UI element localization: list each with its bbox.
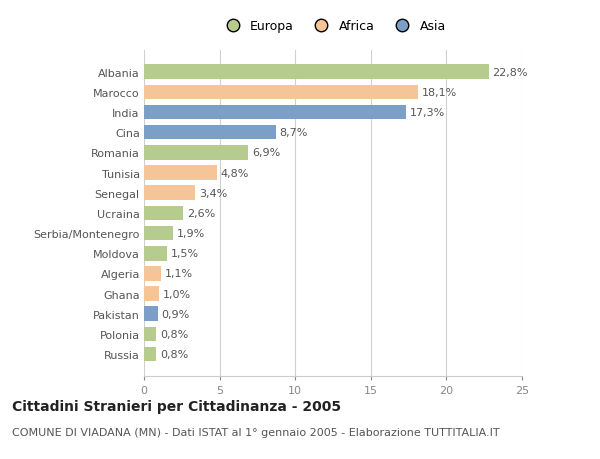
Text: Cittadini Stranieri per Cittadinanza - 2005: Cittadini Stranieri per Cittadinanza - 2… [12, 399, 341, 413]
Text: 0,9%: 0,9% [161, 309, 190, 319]
Bar [144, 327, 156, 341]
Bar [144, 347, 156, 362]
Text: 8,7%: 8,7% [280, 128, 308, 138]
Text: 2,6%: 2,6% [187, 208, 215, 218]
Bar [144, 106, 406, 120]
Bar [144, 126, 275, 140]
Text: 1,1%: 1,1% [164, 269, 193, 279]
Bar [144, 166, 217, 180]
Text: 4,8%: 4,8% [220, 168, 249, 178]
Text: 1,0%: 1,0% [163, 289, 191, 299]
Text: 1,5%: 1,5% [170, 249, 199, 259]
Bar [144, 287, 159, 301]
Text: 18,1%: 18,1% [421, 88, 457, 98]
Bar [144, 65, 489, 80]
Bar [144, 206, 184, 221]
Text: 0,8%: 0,8% [160, 349, 188, 359]
Text: 0,8%: 0,8% [160, 329, 188, 339]
Text: 22,8%: 22,8% [493, 67, 528, 78]
Bar [144, 186, 196, 201]
Text: 1,9%: 1,9% [176, 229, 205, 239]
Bar [144, 307, 158, 321]
Text: 17,3%: 17,3% [409, 108, 445, 118]
Text: 6,9%: 6,9% [252, 148, 280, 158]
Bar [144, 246, 167, 261]
Text: COMUNE DI VIADANA (MN) - Dati ISTAT al 1° gennaio 2005 - Elaborazione TUTTITALIA: COMUNE DI VIADANA (MN) - Dati ISTAT al 1… [12, 427, 500, 437]
Legend: Europa, Africa, Asia: Europa, Africa, Asia [218, 17, 449, 36]
Text: 3,4%: 3,4% [199, 188, 227, 198]
Bar [144, 146, 248, 160]
Bar [144, 267, 161, 281]
Bar [144, 85, 418, 100]
Bar [144, 226, 173, 241]
